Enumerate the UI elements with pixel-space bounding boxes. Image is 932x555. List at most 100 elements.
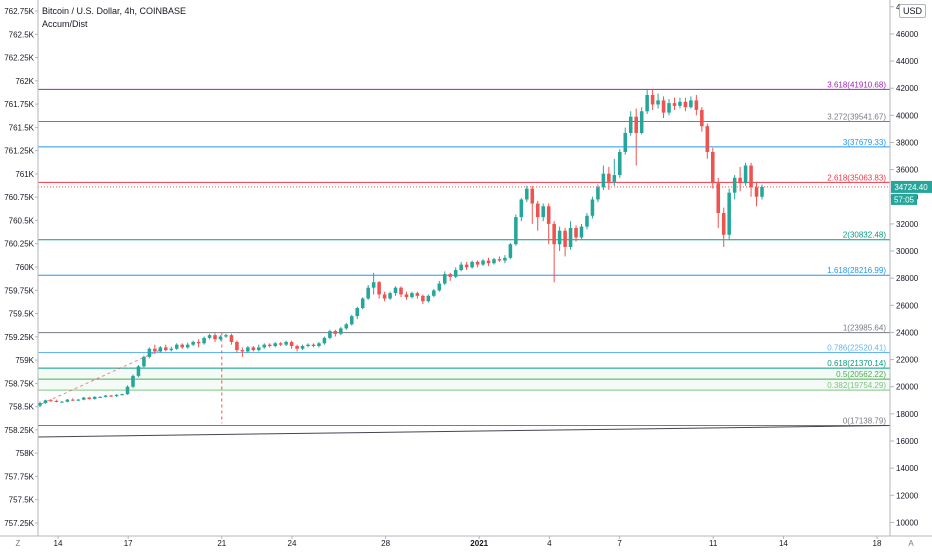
fib-retracement: 0(17138.79) 0.382(19754.29) 0.5(20562.22) 0… bbox=[38, 80, 890, 427]
candle-body bbox=[639, 111, 644, 133]
candle-body bbox=[267, 344, 272, 347]
candle-body bbox=[716, 183, 721, 214]
candle-body bbox=[415, 293, 420, 296]
candle-body bbox=[180, 344, 184, 348]
countdown-label: 57:05 bbox=[894, 195, 915, 204]
candle-body bbox=[404, 294, 409, 298]
candle-body bbox=[371, 282, 376, 288]
left-tick-label: 757.25K bbox=[4, 519, 34, 528]
candle-body bbox=[667, 103, 671, 113]
candle-body bbox=[475, 261, 480, 265]
left-tick-label: 757.5K bbox=[9, 496, 35, 505]
candle-body bbox=[754, 187, 759, 197]
candle-body bbox=[207, 335, 212, 338]
candle-body bbox=[700, 109, 704, 127]
candle-body bbox=[410, 293, 414, 298]
candle-body bbox=[103, 395, 108, 397]
candle-body bbox=[749, 165, 753, 188]
candle-body bbox=[262, 344, 267, 348]
candle-body bbox=[306, 344, 310, 347]
x-tick-label: 28 bbox=[381, 539, 390, 548]
candle-body bbox=[278, 343, 283, 345]
candle-body bbox=[552, 223, 556, 245]
candle-body bbox=[421, 295, 425, 302]
candle-body bbox=[393, 287, 398, 294]
candle-body bbox=[645, 94, 649, 112]
candle-body bbox=[60, 401, 64, 403]
candle-body bbox=[656, 100, 660, 105]
left-tick-label: 758.75K bbox=[4, 379, 34, 388]
candle-body bbox=[213, 335, 217, 340]
timezone-label: Z bbox=[16, 539, 21, 548]
candle-body bbox=[153, 348, 157, 352]
right-tick-label: 30000 bbox=[896, 247, 919, 256]
fib-level-label: 3(37679.33) bbox=[843, 138, 886, 147]
candle-body bbox=[311, 344, 316, 347]
right-tick-label: 18000 bbox=[896, 410, 919, 419]
candle-body bbox=[563, 230, 567, 247]
fib-level-label: 2(30832.48) bbox=[843, 231, 886, 240]
candle-body bbox=[328, 331, 332, 338]
fib-level-label: 2.618(35063.83) bbox=[827, 173, 886, 182]
candle-body bbox=[54, 400, 59, 402]
candle-body bbox=[164, 347, 168, 351]
auto-scale-label: A bbox=[908, 539, 914, 548]
candle-body bbox=[453, 270, 458, 277]
candle-body bbox=[448, 274, 453, 277]
candle-body bbox=[366, 287, 370, 299]
candle-body bbox=[514, 217, 518, 245]
candle-body bbox=[251, 347, 256, 351]
indicator-label[interactable]: Accum/Dist bbox=[42, 19, 88, 29]
candle-body bbox=[399, 287, 403, 295]
candle-body bbox=[224, 335, 228, 337]
candle-body bbox=[382, 294, 387, 299]
left-tick-label: 760.25K bbox=[4, 240, 34, 249]
left-tick-label: 761.5K bbox=[9, 123, 35, 132]
left-tick-label: 759.25K bbox=[4, 333, 34, 342]
candle-body bbox=[333, 331, 338, 334]
candle-body bbox=[607, 173, 611, 182]
fib-level-label: 0(17138.79) bbox=[843, 417, 886, 426]
candle-body bbox=[732, 177, 737, 193]
x-tick-label: 2021 bbox=[470, 539, 488, 548]
candle-body bbox=[503, 257, 507, 261]
currency-button[interactable]: USD bbox=[898, 4, 926, 18]
candle-body bbox=[459, 264, 463, 271]
right-tick-label: 26000 bbox=[896, 301, 919, 310]
candle-body bbox=[464, 264, 469, 268]
candle-body bbox=[519, 199, 524, 218]
right-tick-label: 10000 bbox=[896, 518, 919, 527]
candle-body bbox=[590, 199, 595, 216]
candle-body bbox=[98, 396, 102, 398]
current-price-label: 34724.40 bbox=[894, 183, 928, 192]
candle-body bbox=[738, 177, 742, 184]
fib-level-label: 3.618(41910.68) bbox=[827, 80, 886, 89]
candle-body bbox=[191, 341, 195, 345]
candle-body bbox=[349, 316, 354, 325]
candle-body bbox=[541, 206, 545, 218]
candle-body bbox=[174, 344, 179, 349]
candle-body bbox=[601, 173, 606, 188]
candle-body bbox=[196, 341, 201, 344]
trendline bbox=[37, 425, 891, 438]
candle-body bbox=[432, 290, 436, 296]
left-tick-label: 762K bbox=[15, 77, 34, 86]
x-tick-label: 21 bbox=[217, 539, 226, 548]
candle-body bbox=[574, 227, 578, 238]
candle-body bbox=[295, 346, 299, 349]
candle-body bbox=[661, 100, 666, 113]
candle-body bbox=[535, 203, 540, 218]
candle-body bbox=[634, 116, 638, 133]
current-price-badge bbox=[891, 180, 932, 193]
candle-body bbox=[579, 226, 584, 238]
candle-body bbox=[218, 336, 223, 340]
candle-body bbox=[109, 395, 113, 397]
candle-body bbox=[240, 350, 245, 352]
x-tick-label: 18 bbox=[873, 539, 882, 548]
candle-body bbox=[76, 399, 81, 401]
left-tick-label: 762.75K bbox=[4, 7, 34, 16]
candle-body bbox=[360, 298, 365, 309]
